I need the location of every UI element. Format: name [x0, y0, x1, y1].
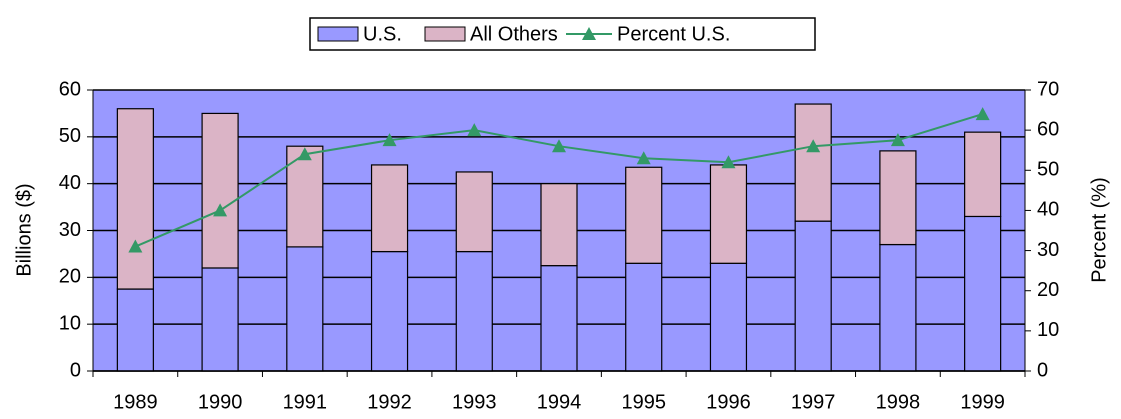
- legend-marker: [582, 27, 596, 40]
- y2-tick-label: 70: [1037, 78, 1059, 100]
- bar: [879, 243, 917, 372]
- bar: [794, 103, 832, 222]
- bar: [286, 246, 324, 372]
- marker: [552, 139, 566, 153]
- y-tick-label: 10: [59, 312, 81, 334]
- y-tick-label: 40: [59, 172, 81, 194]
- bar: [201, 267, 239, 372]
- legend-label: Percent U.S.: [617, 23, 730, 45]
- y2-axis-label: Percent (%): [1088, 177, 1110, 283]
- x-tick-label: 1992: [367, 391, 412, 413]
- bar: [625, 262, 663, 372]
- bar: [370, 250, 409, 372]
- legend-swatch: [317, 26, 359, 42]
- bar: [116, 108, 154, 290]
- marker: [128, 239, 143, 253]
- y2-tick-label: 20: [1037, 279, 1059, 301]
- bar: [709, 164, 748, 264]
- y-tick-label: 50: [59, 125, 81, 147]
- y2-tick-label: 60: [1037, 118, 1059, 140]
- x-tick-label: 1999: [960, 391, 1005, 413]
- marker: [467, 123, 482, 137]
- legend-swatch: [424, 26, 466, 42]
- legend-label: U.S.: [363, 23, 402, 45]
- y2-tick-label: 50: [1037, 159, 1059, 181]
- x-tick-label: 1990: [198, 391, 243, 413]
- y2-tick-label: 30: [1037, 239, 1059, 261]
- marker: [382, 133, 397, 147]
- bar: [794, 220, 832, 372]
- marker: [636, 151, 651, 165]
- bar: [964, 131, 1002, 218]
- marker: [297, 147, 312, 161]
- marker: [721, 155, 736, 169]
- bar: [709, 262, 748, 372]
- bar: [455, 250, 493, 372]
- bar: [201, 112, 239, 269]
- bar: [964, 215, 1002, 372]
- marker: [890, 133, 905, 147]
- x-tick-label: 1991: [283, 391, 328, 413]
- y2-tick-label: 10: [1037, 319, 1059, 341]
- bar: [370, 164, 409, 253]
- y-tick-label: 30: [59, 219, 81, 241]
- bar: [116, 288, 154, 372]
- legend-box: [309, 17, 816, 51]
- marker: [806, 139, 821, 153]
- marker: [975, 107, 990, 121]
- x-tick-label: 1997: [791, 391, 836, 413]
- x-tick-label: 1989: [113, 391, 158, 413]
- bar: [540, 183, 578, 267]
- bar: [879, 150, 917, 246]
- x-tick-label: 1996: [706, 391, 751, 413]
- marker: [213, 203, 228, 217]
- y-tick-label: 20: [59, 266, 81, 288]
- y-tick-label: 60: [59, 78, 81, 100]
- y-tick-label: 0: [70, 359, 81, 381]
- y2-tick-label: 0: [1037, 359, 1048, 381]
- y-axis-label: Billions ($): [13, 183, 35, 276]
- bar: [455, 171, 493, 253]
- bar: [286, 145, 324, 248]
- y2-tick-label: 40: [1037, 199, 1059, 221]
- x-tick-label: 1993: [452, 391, 497, 413]
- x-tick-label: 1998: [876, 391, 921, 413]
- x-tick-label: 1994: [537, 391, 582, 413]
- bar: [540, 265, 578, 372]
- legend-label: All Others: [470, 23, 558, 45]
- x-tick-label: 1995: [621, 391, 666, 413]
- bar: [625, 166, 663, 264]
